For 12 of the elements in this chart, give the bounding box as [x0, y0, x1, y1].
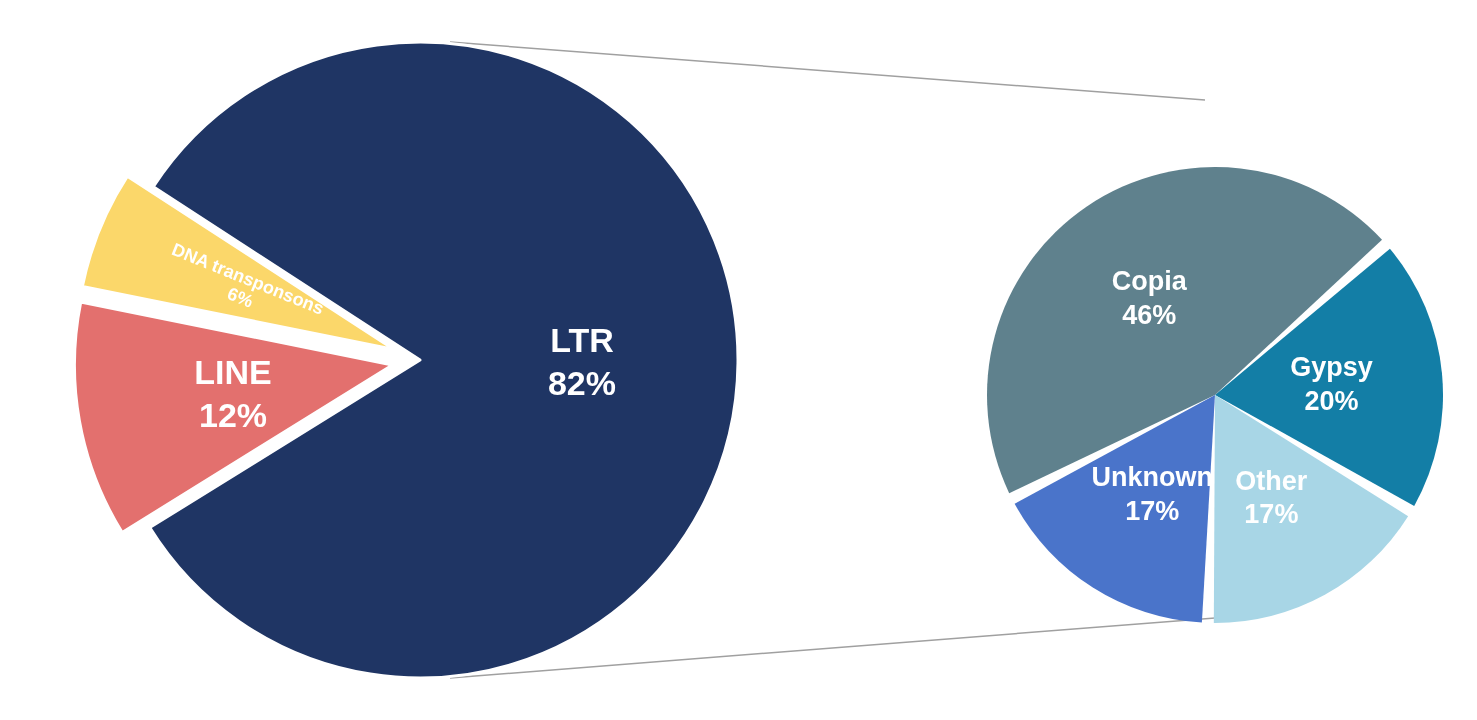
data-label: 17%: [1244, 499, 1299, 530]
slice-label: LTR: [550, 321, 614, 360]
slice-label: LINE: [194, 353, 272, 392]
data-label: 20%: [1304, 385, 1359, 416]
slice-label: Gypsy: [1290, 352, 1373, 383]
data-label: 17%: [1125, 495, 1180, 526]
slice-label: Unknown: [1091, 461, 1214, 492]
slice-label: Copia: [1111, 266, 1188, 297]
data-label: 82%: [547, 363, 617, 402]
data-label: 46%: [1122, 300, 1177, 331]
data-label: 12%: [198, 395, 268, 434]
slice-label: Other: [1235, 465, 1308, 496]
